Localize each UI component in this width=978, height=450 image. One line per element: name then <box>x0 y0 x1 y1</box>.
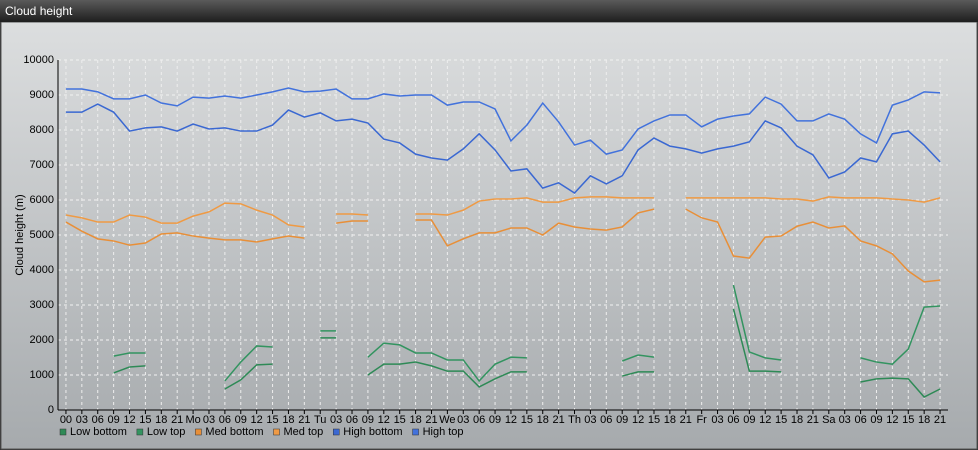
legend-swatch <box>273 428 280 436</box>
x-tick-label: 15 <box>139 414 151 426</box>
x-tick-label: 06 <box>854 414 866 426</box>
x-tick-label: 15 <box>521 414 533 426</box>
y-tick-label: 7000 <box>30 159 54 171</box>
x-tick-label: 12 <box>123 414 135 426</box>
x-tick-label: 03 <box>839 414 851 426</box>
x-tick-label: 09 <box>108 414 120 426</box>
x-tick-label: 21 <box>807 414 819 426</box>
x-tick-label: 06 <box>727 414 739 426</box>
series-line <box>65 103 941 194</box>
x-tick-label: 21 <box>553 414 565 426</box>
x-tick-label: 03 <box>584 414 596 426</box>
x-tick-label: 12 <box>505 414 517 426</box>
x-tick-label: Th <box>568 414 581 426</box>
legend-label: Med top <box>284 426 324 438</box>
x-tick-label: 15 <box>266 414 278 426</box>
panel-background <box>0 22 978 450</box>
x-tick-label: 12 <box>378 414 390 426</box>
x-tick-label: 03 <box>711 414 723 426</box>
x-tick-label: 18 <box>155 414 167 426</box>
x-tick-label: 09 <box>489 414 501 426</box>
x-tick-label: 12 <box>886 414 898 426</box>
x-tick-label: 03 <box>203 414 215 426</box>
series-line <box>65 196 941 228</box>
x-tick-label: 09 <box>362 414 374 426</box>
series-line <box>113 308 941 398</box>
panel-header: Cloud height <box>0 0 978 22</box>
y-tick-label: 5000 <box>30 229 54 241</box>
x-tick-label: Mo <box>185 414 200 426</box>
y-tick-label: 4000 <box>30 264 54 276</box>
y-tick-label: 8000 <box>30 124 54 136</box>
x-tick-label: Fr <box>696 414 707 426</box>
x-tick-label: 21 <box>934 414 946 426</box>
y-axis-label: Cloud height (m) <box>14 194 26 275</box>
y-tick-label: 6000 <box>30 194 54 206</box>
x-tick-label: 09 <box>743 414 755 426</box>
x-tick-label: Tu <box>314 414 326 426</box>
y-tick-label: 9000 <box>30 89 54 101</box>
x-tick-label: 06 <box>600 414 612 426</box>
x-tick-label: 18 <box>918 414 930 426</box>
legend-label: Low top <box>147 426 186 438</box>
legend-label: Med bottom <box>205 426 263 438</box>
x-tick-label: 18 <box>409 414 421 426</box>
legend-swatch <box>333 428 340 436</box>
series-line <box>65 208 941 283</box>
legend-swatch <box>195 428 202 436</box>
x-tick-label: 12 <box>759 414 771 426</box>
x-tick-label: 18 <box>537 414 549 426</box>
y-tick-label: 2000 <box>30 334 54 346</box>
x-tick-label: 09 <box>870 414 882 426</box>
x-tick-label: 15 <box>902 414 914 426</box>
series-line <box>113 284 941 383</box>
x-tick-label: 03 <box>457 414 469 426</box>
x-tick-label: 15 <box>775 414 787 426</box>
legend-swatch <box>412 428 419 436</box>
x-tick-label: 18 <box>791 414 803 426</box>
y-tick-label: 10000 <box>23 54 54 66</box>
x-tick-label: 06 <box>346 414 358 426</box>
x-tick-label: 21 <box>298 414 310 426</box>
x-tick-label: Sa <box>822 414 836 426</box>
y-tick-label: 3000 <box>30 299 54 311</box>
x-tick-label: 18 <box>282 414 294 426</box>
x-tick-label: 21 <box>680 414 692 426</box>
x-tick-label: 15 <box>648 414 660 426</box>
legend-label: Low bottom <box>70 426 127 438</box>
y-tick-label: 1000 <box>30 369 54 381</box>
x-tick-label: 06 <box>219 414 231 426</box>
legend-label: High bottom <box>343 426 402 438</box>
x-tick-label: 21 <box>425 414 437 426</box>
legend-swatch <box>59 428 67 436</box>
x-tick-label: 09 <box>616 414 628 426</box>
x-tick-label: 18 <box>664 414 676 426</box>
legend-swatch <box>136 428 144 436</box>
x-tick-label: 03 <box>330 414 342 426</box>
x-tick-label: 00 <box>60 414 72 426</box>
x-tick-label: 09 <box>235 414 247 426</box>
x-tick-label: 12 <box>632 414 644 426</box>
y-tick-label: 0 <box>48 404 54 416</box>
x-tick-label: 12 <box>251 414 263 426</box>
x-tick-label: 21 <box>171 414 183 426</box>
chart: Cloud height (m) 0 1000 2000 3000 4000 5000 60… <box>0 22 978 450</box>
legend-label: High top <box>423 426 464 438</box>
x-tick-label: We <box>439 414 455 426</box>
x-tick-label: 15 <box>394 414 406 426</box>
series-line <box>65 87 941 155</box>
x-tick-label: 06 <box>473 414 485 426</box>
x-tick-label: 03 <box>76 414 88 426</box>
x-tick-label: 06 <box>92 414 104 426</box>
